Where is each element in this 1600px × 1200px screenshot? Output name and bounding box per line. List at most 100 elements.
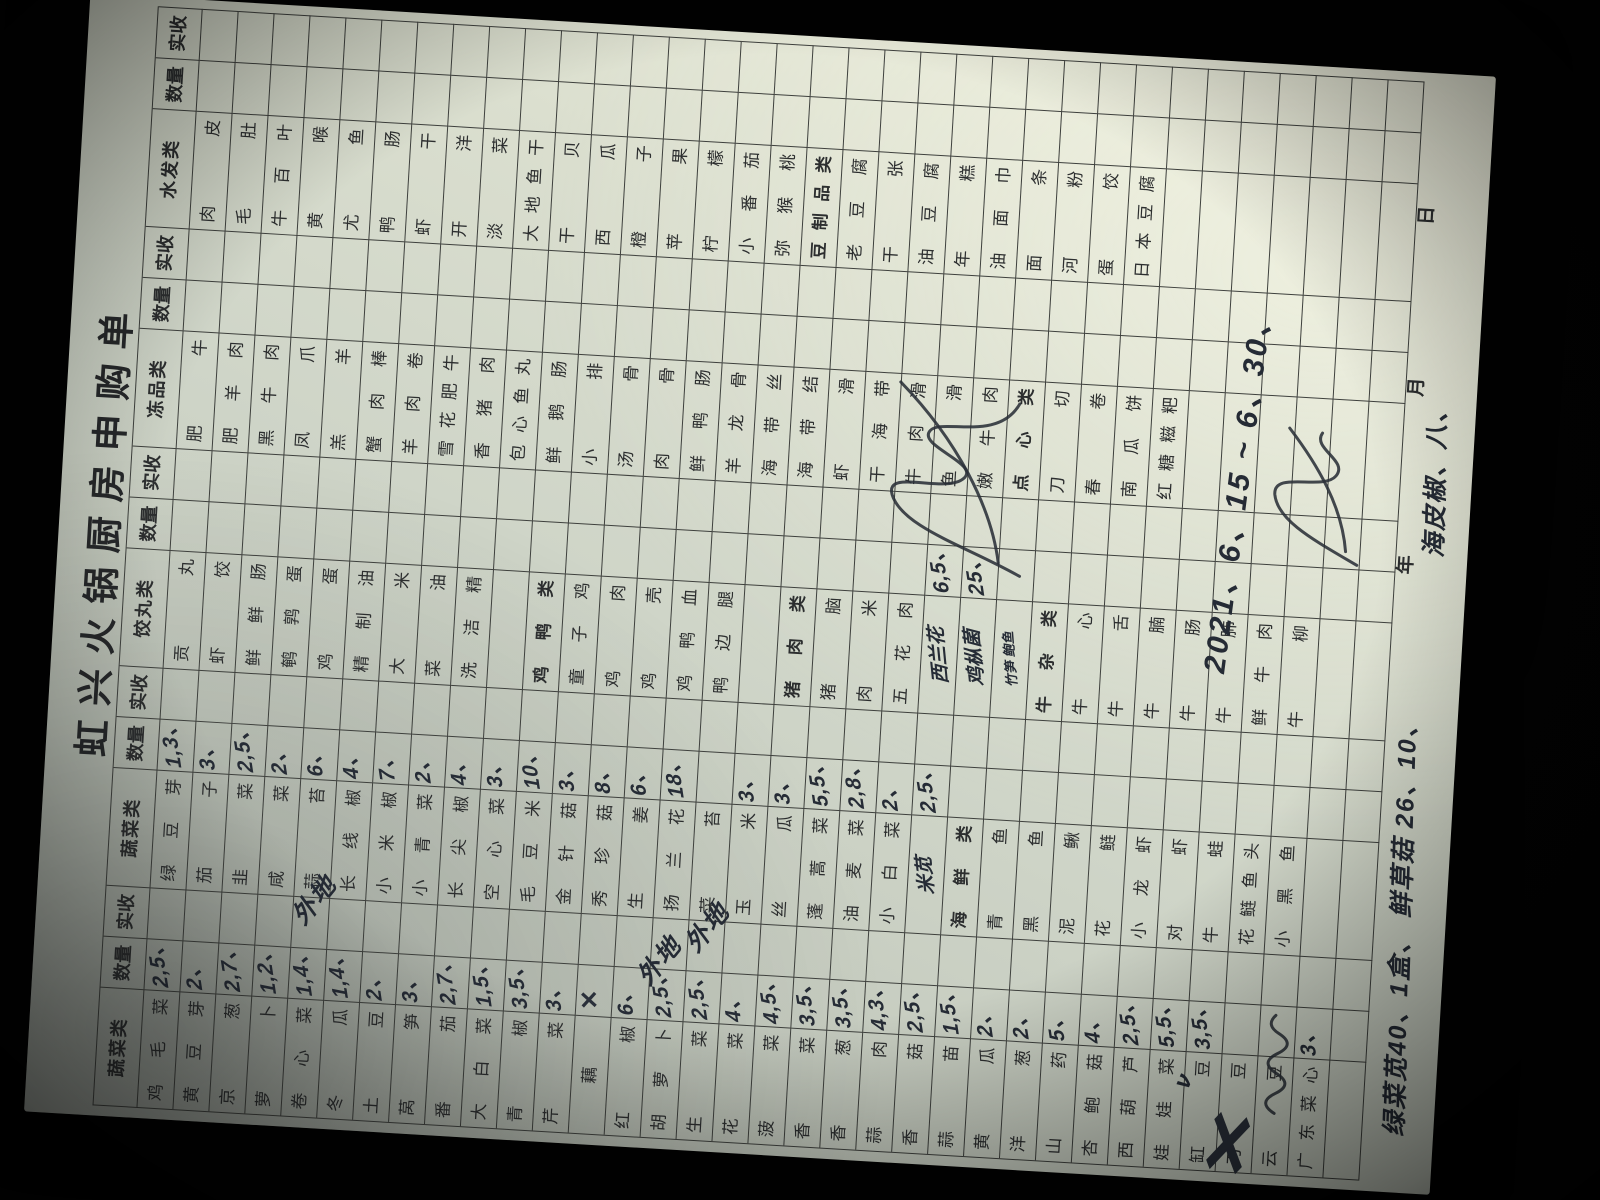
- handwritten-qty: 3,5、: [788, 972, 821, 1027]
- item-name-char: 米: [522, 799, 543, 818]
- item-name-char: 菇: [1084, 1053, 1105, 1072]
- recv-cell: [1310, 736, 1350, 790]
- recv-cell: [1251, 512, 1291, 566]
- category-header: 蔬菜类: [93, 986, 145, 1107]
- recv-cell: [376, 680, 416, 734]
- recv-cell: [353, 458, 393, 512]
- recv-cell: [581, 252, 621, 306]
- qty-header: 数量: [113, 716, 161, 770]
- recv-cell: [640, 475, 680, 529]
- recv-cell: [1156, 286, 1196, 340]
- item-name-char: 海: [795, 460, 816, 480]
- item-name-char: 海: [869, 422, 890, 441]
- item-name-char: 尖: [448, 838, 469, 857]
- recv-cell: [1336, 296, 1376, 350]
- qty-cell: [196, 59, 236, 113]
- item-name-char: 娃: [1154, 1100, 1175, 1119]
- item-name-char: 豆: [1192, 1059, 1213, 1078]
- item-name-char: 菜: [761, 1033, 782, 1053]
- item-name-char: 棒: [369, 349, 390, 368]
- qty-cell: [627, 85, 667, 139]
- recv-cell: [317, 456, 357, 510]
- item-name-char: 带: [797, 418, 818, 437]
- handwritten-qty: 2、: [969, 1002, 998, 1037]
- item-name-char: 鲜: [245, 605, 266, 624]
- item-name-char: 肉: [197, 205, 218, 224]
- recv-cell: [748, 482, 788, 536]
- item-name-char: 小: [1128, 921, 1149, 940]
- item-name-char: 洁: [461, 618, 482, 637]
- item-name-char: 刀: [1223, 1147, 1244, 1166]
- qty-cell: [974, 326, 1014, 380]
- recv-cell: [699, 699, 739, 753]
- item-name-char: 蛋: [320, 566, 341, 586]
- item-name-char: 瓜: [597, 142, 618, 161]
- recv-cell: [425, 463, 465, 517]
- recv-cell: [1189, 949, 1229, 1003]
- item-name-char: 羊: [333, 347, 354, 366]
- item-name-char: 豆: [846, 200, 867, 219]
- recv-cell: [366, 239, 406, 293]
- item-name-char: 排: [584, 362, 605, 381]
- recv-cell: [774, 43, 814, 97]
- item-name-char: 姜: [630, 805, 651, 824]
- qty-cell: [951, 104, 991, 158]
- item-name-char: 鸭: [677, 631, 698, 650]
- item-name-char: 类: [954, 824, 975, 844]
- item-name-char: 小: [877, 906, 898, 925]
- item-name-char: 开: [449, 219, 470, 239]
- recv-cell: [905, 271, 945, 325]
- item-name-char: 毛: [147, 1040, 168, 1059]
- qty-cell: 2、: [358, 951, 400, 1005]
- item-name-char: 菇: [594, 803, 615, 822]
- item-name-char: 小: [374, 876, 395, 895]
- qty-cell: 2、: [969, 987, 1010, 1041]
- recv-cell: [451, 23, 491, 77]
- qty-cell: [206, 501, 246, 555]
- item-name-char: 红: [1154, 482, 1175, 501]
- recv-cell: [199, 8, 239, 62]
- recv-cell: [702, 38, 742, 92]
- item-name-char: 牛: [1069, 697, 1090, 716]
- handwritten-qty: 1,3、: [155, 714, 187, 769]
- qty-cell: [1307, 786, 1347, 841]
- qty-cell: [507, 298, 547, 352]
- item-name-char: 子: [199, 780, 220, 799]
- item-name-char: 羊: [723, 456, 744, 475]
- item-name-char: 牛: [1105, 699, 1126, 718]
- recv-cell: [987, 716, 1027, 770]
- recv-cell: [147, 887, 187, 941]
- item-name-char: 本: [1133, 231, 1154, 251]
- item-name-char: 桃: [777, 153, 798, 172]
- recv-cell: [941, 273, 981, 327]
- recv-cell: [771, 704, 811, 758]
- recv-header: 实收: [142, 225, 190, 280]
- item-name-char: 肉: [607, 584, 628, 603]
- recv-cell: [186, 228, 226, 282]
- item-name-char: 带: [872, 379, 893, 398]
- qty-cell: 18、: [658, 748, 700, 802]
- item-name-char: 类: [787, 594, 808, 613]
- qty-cell: [817, 537, 857, 591]
- item-name-char: 菜: [689, 1029, 710, 1048]
- item-name-char: 脑: [823, 596, 844, 615]
- item-name-char: 椒: [617, 1025, 638, 1044]
- item-name-char: 花: [437, 410, 458, 430]
- item-name-char: 牛: [1177, 704, 1198, 723]
- item-name-char: 虾: [1169, 837, 1190, 856]
- qty-cell: [1020, 769, 1059, 823]
- qty-cell: [1095, 113, 1135, 167]
- qty-cell: [948, 765, 988, 819]
- item-name-char: 花: [720, 1117, 741, 1136]
- item-name-char: 苔: [307, 786, 328, 805]
- item-name-char: 药: [1048, 1050, 1069, 1070]
- item-name-char: 芽: [186, 999, 207, 1018]
- item-name-char: 牛: [1033, 695, 1054, 714]
- item-name-char: 娃: [1151, 1143, 1172, 1162]
- qty-header: 数量: [126, 496, 174, 550]
- item-name-char: 大: [521, 224, 541, 243]
- recv-cell: [591, 693, 631, 747]
- item-name-char: 心: [1074, 611, 1095, 630]
- recv-cell: [869, 269, 909, 323]
- item-name-char: 卜: [258, 1004, 279, 1023]
